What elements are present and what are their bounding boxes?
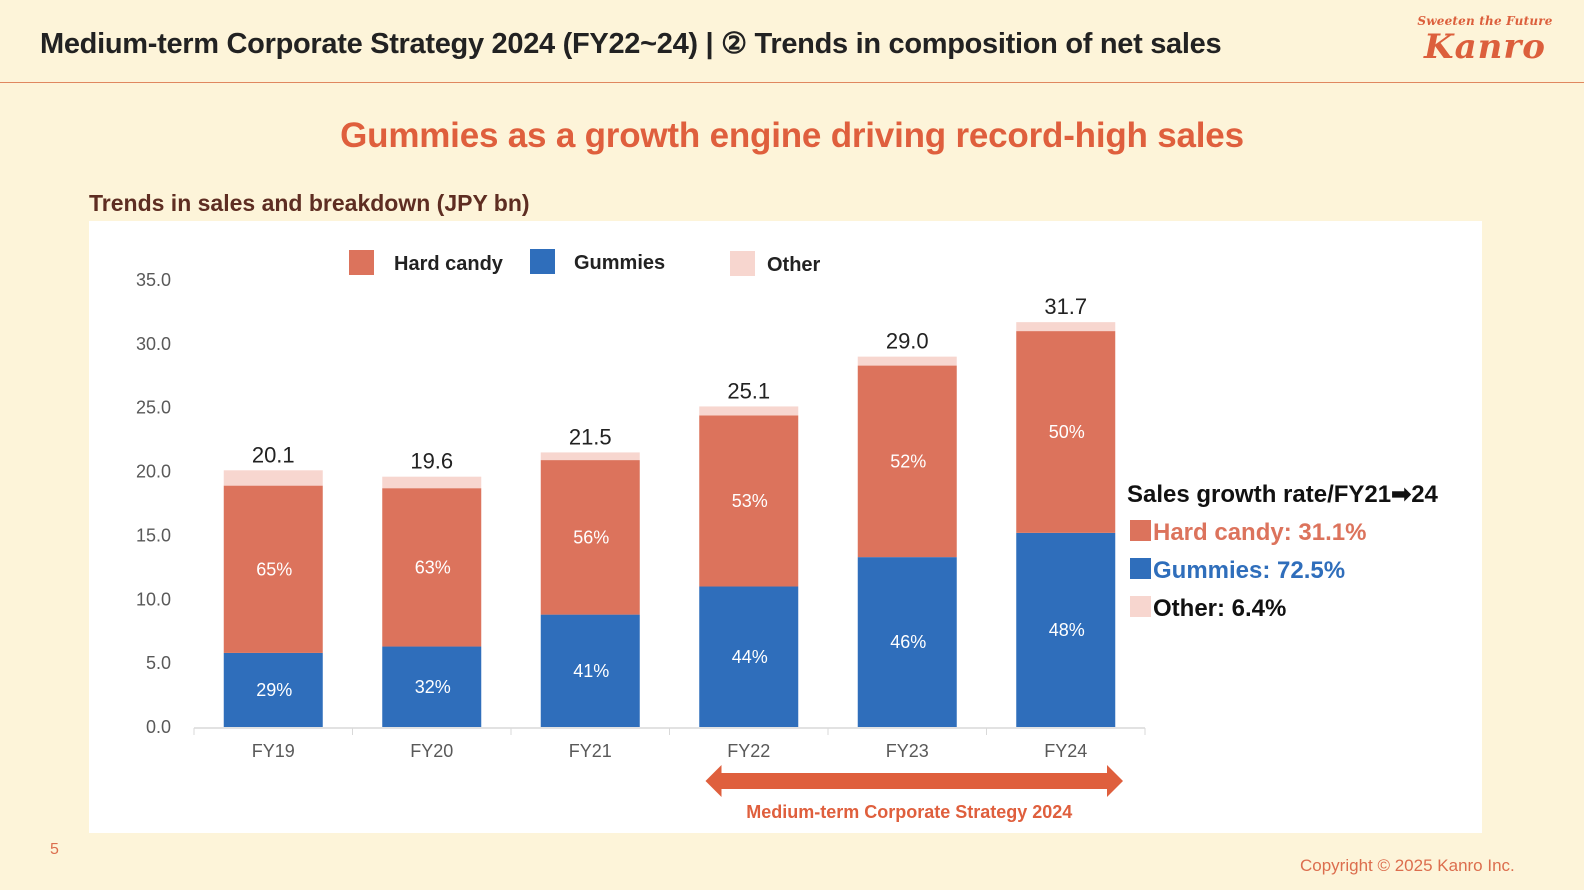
bar-segment-other xyxy=(540,452,640,461)
bar-segment-other xyxy=(699,406,799,416)
bar-total-label: 31.7 xyxy=(1044,294,1087,319)
page-number: 5 xyxy=(50,841,59,858)
copyright: Copyright © 2025 Kanro Inc. xyxy=(1300,856,1515,875)
growth-swatch-gummies xyxy=(1130,558,1151,579)
segment-share-label: 50% xyxy=(1049,422,1085,442)
segment-share-label: 48% xyxy=(1049,620,1085,640)
stacked-bar-chart: 0.0 5.0 10.0 15.0 20.0 25.0 30.0 35.0 29% 65% 20.1… xyxy=(136,249,1439,822)
y-tick-label: 25.0 xyxy=(136,398,171,418)
y-tick-label: 35.0 xyxy=(136,270,171,290)
bar-segment-gummies xyxy=(1016,532,1116,727)
x-tick-label: FY24 xyxy=(1044,741,1087,761)
legend-label: Hard candy xyxy=(394,253,504,275)
growth-rate-title: Sales growth rate/FY21➡24 xyxy=(1127,481,1439,508)
bar-segment-hard-candy xyxy=(223,485,323,653)
growth-rate-item: Other: 6.4% xyxy=(1153,595,1286,622)
bar-segment-hard-candy xyxy=(699,415,799,587)
segment-share-label: 65% xyxy=(256,559,292,579)
legend-swatch-other xyxy=(730,251,755,276)
segment-share-label: 32% xyxy=(415,677,451,697)
bar-total-label: 20.1 xyxy=(252,442,295,467)
x-tick-label: FY19 xyxy=(252,741,295,761)
x-tick-label: FY23 xyxy=(886,741,929,761)
bar-segment-gummies xyxy=(540,614,640,727)
bar-segment-other xyxy=(382,476,482,489)
bar-segment-gummies xyxy=(699,586,799,727)
segment-share-label: 63% xyxy=(415,557,451,577)
legend-label: Gummies xyxy=(574,252,665,274)
bar-segment-hard-candy xyxy=(382,488,482,647)
bar-segment-hard-candy xyxy=(540,460,640,615)
y-tick-label: 5.0 xyxy=(146,653,171,673)
segment-share-label: 41% xyxy=(573,661,609,681)
y-tick-label: 15.0 xyxy=(136,525,171,545)
bar-total-label: 21.5 xyxy=(569,424,612,449)
bar-segment-other xyxy=(1016,322,1116,332)
header-divider xyxy=(0,82,1584,83)
segment-share-label: 29% xyxy=(256,680,292,700)
segment-share-label: 52% xyxy=(890,451,926,471)
bar-total-label: 25.1 xyxy=(727,378,770,403)
legend-label: Other xyxy=(767,254,821,276)
bar-segment-other xyxy=(857,356,957,366)
y-tick-label: 10.0 xyxy=(136,589,171,609)
y-tick-label: 20.0 xyxy=(136,462,171,482)
segment-share-label: 56% xyxy=(573,527,609,547)
segment-share-label: 44% xyxy=(732,647,768,667)
headline: Gummies as a growth engine driving recor… xyxy=(340,116,1244,155)
bar-total-label: 19.6 xyxy=(410,449,453,474)
bar-segment-gummies xyxy=(382,646,482,727)
growth-swatch-other xyxy=(1130,596,1151,617)
legend-swatch-hard-candy xyxy=(349,250,374,275)
bar-segment-gummies xyxy=(857,557,957,727)
bar-segment-other xyxy=(223,470,323,486)
chart-title: Trends in sales and breakdown (JPY bn) xyxy=(89,190,530,216)
strategy-span-label: Medium-term Corporate Strategy 2024 xyxy=(746,802,1072,822)
bar-segment-hard-candy xyxy=(857,365,957,558)
x-tick-label: FY22 xyxy=(727,741,770,761)
kanro-logo: Sweeten the Future Kanro xyxy=(1410,14,1560,66)
chart-panel: 0.0 5.0 10.0 15.0 20.0 25.0 30.0 35.0 29% 65% 20.1… xyxy=(89,221,1482,833)
bar-segment-hard-candy xyxy=(1016,331,1116,533)
x-tick-label: FY20 xyxy=(410,741,453,761)
x-tick-label: FY21 xyxy=(569,741,612,761)
bar-total-label: 29.0 xyxy=(886,329,929,354)
growth-rate-item: Gummies: 72.5% xyxy=(1153,557,1345,584)
y-tick-label: 0.0 xyxy=(146,717,171,737)
segment-share-label: 53% xyxy=(732,491,768,511)
strategy-span-arrow xyxy=(705,765,1123,797)
growth-swatch-hard-candy xyxy=(1130,520,1151,541)
growth-rate-item: Hard candy: 31.1% xyxy=(1153,519,1366,546)
bar-segment-gummies xyxy=(223,652,323,727)
legend-swatch-gummies xyxy=(530,249,555,274)
y-tick-label: 30.0 xyxy=(136,334,171,354)
logo-name: Kanro xyxy=(1424,27,1546,67)
slide-title: Medium-term Corporate Strategy 2024 (FY2… xyxy=(40,28,1222,60)
segment-share-label: 46% xyxy=(890,632,926,652)
logo-tagline: Sweeten the Future xyxy=(1417,14,1553,28)
